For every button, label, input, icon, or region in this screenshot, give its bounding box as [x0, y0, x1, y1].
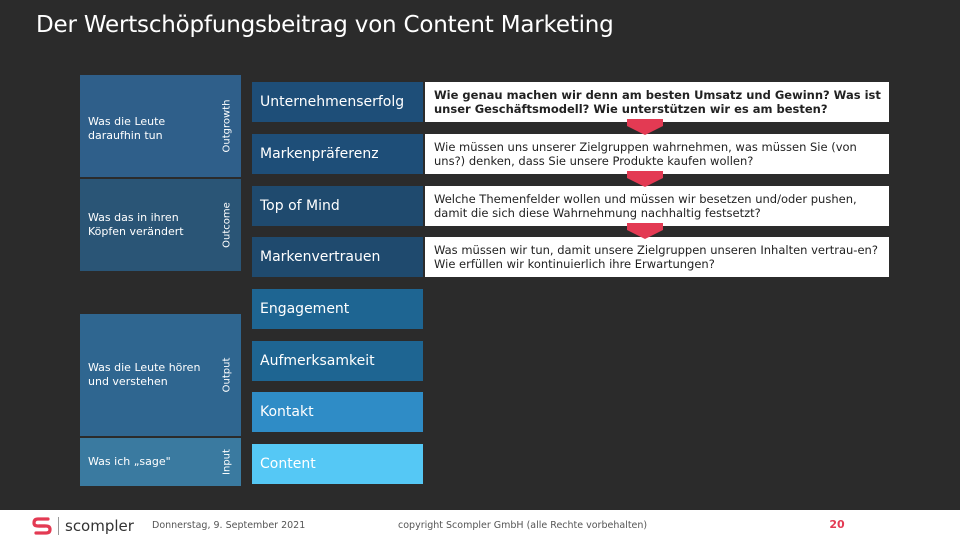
footer — [0, 510, 960, 540]
footer-date: Donnerstag, 9. September 2021 — [152, 520, 306, 531]
arrow-down-icon — [627, 223, 663, 239]
arrow-down-icon — [627, 171, 663, 187]
level-aufmerksamkeit: Aufmerksamkeit — [252, 341, 423, 381]
category-text-outcome: Outcome — [221, 202, 232, 248]
category-label-input: Input — [212, 438, 241, 486]
arrow-down-icon — [627, 119, 663, 135]
category-label-outgrowth: Outgrowth — [212, 75, 241, 177]
row-label-outcome: Was das in ihren Köpfen verändert — [80, 179, 212, 271]
logo-text: scompler — [58, 517, 134, 535]
level-kontakt: Kontakt — [252, 392, 423, 432]
slide-title: Der Wertschöpfungsbeitrag von Content Ma… — [36, 12, 614, 38]
level-unternehmenserfolg: Unternehmenserfolg — [252, 82, 423, 122]
level-top-of-mind: Top of Mind — [252, 186, 423, 226]
category-text-output: Output — [221, 357, 232, 393]
level-markenpraeferenz: Markenpräferenz — [252, 134, 423, 174]
category-text-input: Input — [221, 449, 232, 475]
question-markenpraeferenz: Wie müssen uns unserer Zielgruppen wahrn… — [425, 134, 889, 174]
scompler-logo: scompler — [32, 516, 162, 536]
footer-copyright: copyright Scompler GmbH (alle Rechte vor… — [398, 520, 648, 531]
scompler-logo-icon — [32, 517, 52, 535]
level-markenvertrauen: Markenvertrauen — [252, 237, 423, 277]
question-unternehmenserfolg: Wie genau machen wir denn am besten Umsa… — [425, 82, 889, 122]
row-label-outgrowth: Was die Leute daraufhin tun — [80, 75, 212, 177]
category-text-outgrowth: Outgrowth — [221, 99, 232, 153]
category-label-output: Output — [212, 314, 241, 436]
row-label-output: Was die Leute hören und verstehen — [80, 314, 212, 436]
level-content: Content — [252, 444, 423, 484]
category-label-outcome: Outcome — [212, 179, 241, 271]
question-top-of-mind: Welche Themenfelder wollen und müssen wi… — [425, 186, 889, 226]
slide: Der Wertschöpfungsbeitrag von Content Ma… — [0, 0, 960, 510]
level-engagement: Engagement — [252, 289, 423, 329]
row-label-input: Was ich „sage" — [80, 438, 212, 486]
page-number: 20 — [829, 518, 845, 531]
question-markenvertrauen: Was müssen wir tun, damit unsere Zielgru… — [425, 237, 889, 277]
